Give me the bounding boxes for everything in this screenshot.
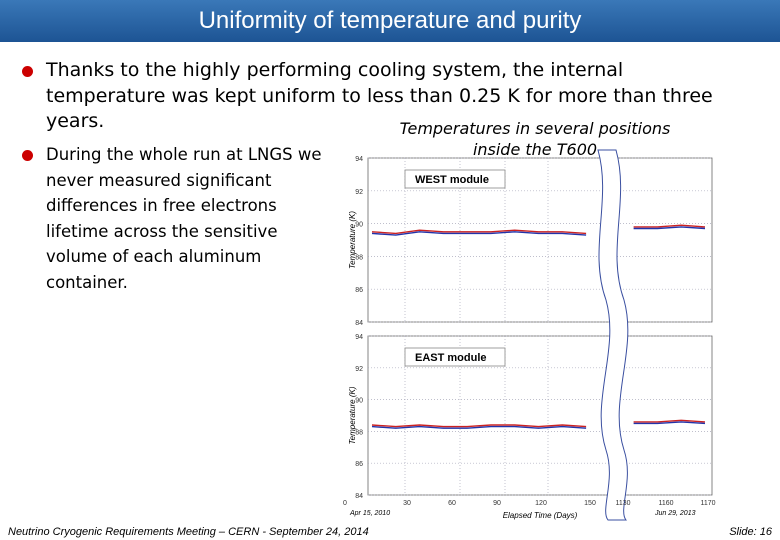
y-tick-label: 92: [355, 189, 363, 196]
x-tick-label: 0: [343, 500, 347, 507]
y-axis-label: Temperature (K): [348, 211, 357, 269]
slide-number: Slide: 16: [729, 526, 772, 538]
x-tick-label: 60: [448, 500, 456, 507]
module-label: WEST module: [415, 174, 489, 186]
x-tick-label: 120: [535, 500, 547, 507]
start-date: Apr 15, 2010: [349, 510, 390, 517]
footer: Neutrino Cryogenic Requirements Meeting …: [8, 526, 369, 538]
y-tick-label: 92: [355, 366, 363, 373]
y-tick-label: 90: [355, 222, 363, 229]
x-axis-label: Elapsed Time (Days): [503, 511, 578, 520]
temperature-line: [371, 421, 706, 429]
caption: Temperatures in several positions inside …: [380, 118, 690, 160]
temperature-line: [371, 226, 706, 236]
y-tick-label: 90: [355, 398, 363, 405]
temperature-line: [371, 419, 706, 428]
x-tick-label: 1160: [658, 500, 673, 507]
module-label: EAST module: [415, 352, 487, 364]
x-tick-label: 1130: [615, 500, 630, 507]
module-label-box: [404, 169, 506, 189]
y-tick-label: 86: [355, 287, 363, 294]
y-tick-label: 84: [355, 320, 363, 327]
caption-line: Temperatures in several positions: [399, 119, 671, 138]
y-axis-label: Temperature (K): [348, 386, 357, 444]
x-tick-label: 150: [584, 500, 596, 507]
x-tick-label: 1170: [700, 500, 715, 507]
x-tick-label: 30: [403, 500, 411, 507]
bullet: During the whole run at LNGS we never me…: [20, 142, 331, 295]
slide-title: Uniformity of temperature and purity: [0, 0, 780, 42]
y-tick-label: 88: [355, 254, 363, 261]
caption-line: inside the T600: [472, 140, 598, 159]
module-label-box: [404, 347, 506, 367]
temperature-line: [371, 224, 706, 235]
y-tick-label: 94: [355, 156, 363, 163]
bullet: Thanks to the highly performing cooling …: [20, 58, 746, 135]
axis-break: [597, 149, 629, 521]
x-tick-label: 90: [493, 500, 501, 507]
end-date: Jun 29, 2013: [654, 510, 696, 517]
y-tick-label: 84: [355, 493, 363, 500]
y-tick-label: 88: [355, 429, 363, 436]
y-tick-label: 86: [355, 461, 363, 468]
y-tick-label: 94: [355, 334, 363, 341]
